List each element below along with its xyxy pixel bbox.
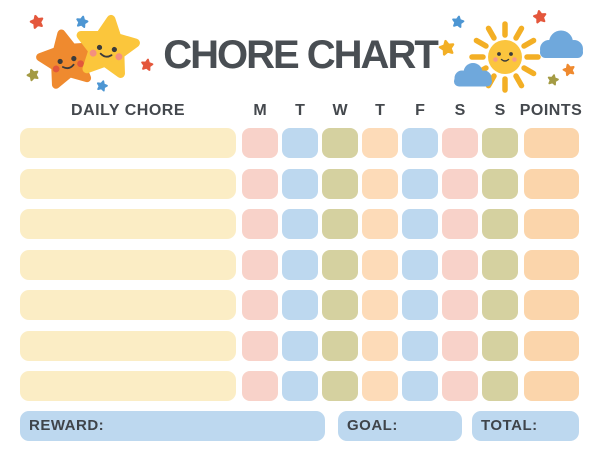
day-header-thu: T <box>375 102 385 119</box>
day-cell-wed[interactable] <box>322 169 358 199</box>
day-cell-thu[interactable] <box>362 209 398 239</box>
total-label: TOTAL: <box>481 417 538 434</box>
day-header-sat: S <box>454 102 466 119</box>
sun-decoration <box>437 9 583 93</box>
day-cell-fri[interactable] <box>402 290 438 320</box>
page-title: CHORE CHART <box>163 33 439 77</box>
day-cell-mon[interactable] <box>242 371 278 401</box>
day-cell-mon[interactable] <box>242 331 278 361</box>
day-cell-fri[interactable] <box>402 169 438 199</box>
orange-star-face <box>52 55 84 73</box>
day-cell-wed[interactable] <box>322 209 358 239</box>
points-cell[interactable] <box>524 371 579 401</box>
day-cell-wed[interactable] <box>322 331 358 361</box>
day-cell-thu[interactable] <box>362 371 398 401</box>
points-cell[interactable] <box>524 331 579 361</box>
day-cell-sat[interactable] <box>442 169 478 199</box>
chore-name-field[interactable] <box>20 209 236 239</box>
day-cell-thu[interactable] <box>362 169 398 199</box>
day-cell-mon[interactable] <box>242 290 278 320</box>
day-cell-sun[interactable] <box>482 128 518 158</box>
day-cell-tue[interactable] <box>282 331 318 361</box>
points-cell[interactable] <box>524 209 579 239</box>
day-cell-thu[interactable] <box>362 290 398 320</box>
chore-column-header: DAILY CHORE <box>71 102 185 119</box>
day-cell-sun[interactable] <box>482 290 518 320</box>
sun-face <box>493 52 517 62</box>
chore-name-field[interactable] <box>20 128 236 158</box>
goal-field[interactable]: GOAL: <box>338 411 462 441</box>
points-column-header: POINTS <box>519 102 583 119</box>
day-cell-sun[interactable] <box>482 331 518 361</box>
day-cell-thu[interactable] <box>362 250 398 280</box>
day-cell-wed[interactable] <box>322 371 358 401</box>
points-cell[interactable] <box>524 290 579 320</box>
stars-decoration <box>25 8 155 93</box>
total-field[interactable]: TOTAL: <box>472 411 579 441</box>
day-cell-fri[interactable] <box>402 128 438 158</box>
day-cell-sun[interactable] <box>482 209 518 239</box>
day-header-sun: S <box>494 102 506 119</box>
chore-name-field[interactable] <box>20 290 236 320</box>
day-cell-sat[interactable] <box>442 290 478 320</box>
day-cell-fri[interactable] <box>402 250 438 280</box>
day-cell-tue[interactable] <box>282 209 318 239</box>
points-cell[interactable] <box>524 128 579 158</box>
day-cell-tue[interactable] <box>282 169 318 199</box>
day-cell-sun[interactable] <box>482 169 518 199</box>
day-cell-tue[interactable] <box>282 128 318 158</box>
day-cell-wed[interactable] <box>322 250 358 280</box>
points-cell[interactable] <box>524 250 579 280</box>
day-cell-sat[interactable] <box>442 331 478 361</box>
day-cell-sat[interactable] <box>442 250 478 280</box>
day-cell-sat[interactable] <box>442 209 478 239</box>
day-cell-mon[interactable] <box>242 169 278 199</box>
day-cell-mon[interactable] <box>242 128 278 158</box>
day-cell-thu[interactable] <box>362 128 398 158</box>
day-cell-sat[interactable] <box>442 128 478 158</box>
day-header-tue: T <box>295 102 305 119</box>
day-cell-mon[interactable] <box>242 209 278 239</box>
day-cell-mon[interactable] <box>242 250 278 280</box>
goal-label: GOAL: <box>347 417 398 434</box>
chore-name-field[interactable] <box>20 331 236 361</box>
cloud-icon <box>454 63 492 87</box>
chore-name-field[interactable] <box>20 250 236 280</box>
day-cell-sat[interactable] <box>442 371 478 401</box>
cloud-icon <box>540 30 583 58</box>
yellow-star-face <box>89 44 123 61</box>
day-cell-sun[interactable] <box>482 371 518 401</box>
day-header-mon: M <box>253 102 267 119</box>
day-cell-thu[interactable] <box>362 331 398 361</box>
day-cell-fri[interactable] <box>402 331 438 361</box>
day-cell-fri[interactable] <box>402 209 438 239</box>
day-cell-fri[interactable] <box>402 371 438 401</box>
points-cell[interactable] <box>524 169 579 199</box>
sun-icon <box>488 40 522 74</box>
reward-field[interactable]: REWARD: <box>20 411 325 441</box>
day-cell-tue[interactable] <box>282 250 318 280</box>
day-cell-tue[interactable] <box>282 371 318 401</box>
day-cell-wed[interactable] <box>322 128 358 158</box>
chore-name-field[interactable] <box>20 371 236 401</box>
day-cell-wed[interactable] <box>322 290 358 320</box>
day-header-wed: W <box>332 102 348 119</box>
reward-label: REWARD: <box>29 417 105 434</box>
day-cell-tue[interactable] <box>282 290 318 320</box>
day-header-fri: F <box>415 102 425 119</box>
chore-name-field[interactable] <box>20 169 236 199</box>
day-cell-sun[interactable] <box>482 250 518 280</box>
